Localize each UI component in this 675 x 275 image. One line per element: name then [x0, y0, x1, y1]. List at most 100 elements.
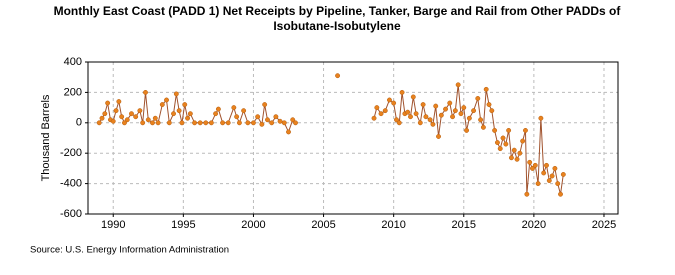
- data-point: [155, 120, 161, 126]
- x-tick-label: 2000: [241, 219, 265, 231]
- data-point: [192, 120, 198, 126]
- data-point: [541, 170, 547, 176]
- data-point: [290, 117, 296, 123]
- data-point: [133, 114, 139, 120]
- y-tick-label: 200: [64, 86, 82, 98]
- data-point: [265, 117, 270, 123]
- data-point: [538, 115, 544, 121]
- data-point: [530, 165, 535, 171]
- data-point: [382, 108, 388, 114]
- data-point: [335, 73, 341, 79]
- data-point: [489, 108, 495, 114]
- data-point: [255, 114, 261, 120]
- data-point: [417, 120, 423, 126]
- data-point: [179, 120, 185, 126]
- data-point: [129, 111, 134, 117]
- data-point: [286, 129, 291, 135]
- data-point: [396, 120, 402, 126]
- data-point: [560, 172, 566, 177]
- data-point: [455, 82, 461, 88]
- source-note: Source: U.S. Energy Information Administ…: [30, 245, 229, 256]
- data-point: [552, 165, 558, 171]
- data-point: [262, 102, 268, 108]
- data-point: [438, 112, 444, 118]
- data-point: [436, 134, 441, 139]
- x-tick-label: 1995: [171, 219, 195, 231]
- data-point: [478, 117, 484, 123]
- data-point: [137, 108, 143, 114]
- data-point: [447, 100, 453, 106]
- data-point: [236, 120, 242, 126]
- data-point: [241, 108, 247, 114]
- data-point: [511, 147, 517, 153]
- data-point: [203, 120, 209, 126]
- data-point: [430, 121, 436, 127]
- x-tick-label: 1990: [101, 219, 125, 231]
- plot-area: [88, 62, 618, 214]
- data-point: [458, 111, 464, 117]
- data-point: [450, 114, 456, 120]
- data-point: [413, 111, 419, 117]
- data-point: [99, 115, 105, 121]
- data-point: [443, 106, 448, 112]
- data-point: [171, 111, 176, 117]
- data-point: [250, 120, 256, 126]
- y-axis-label: Thousand Barrels: [40, 94, 52, 181]
- data-point: [166, 120, 172, 126]
- data-point: [508, 155, 514, 161]
- data-point: [391, 100, 397, 106]
- data-point: [497, 146, 503, 152]
- x-tick-label: 2010: [381, 219, 405, 231]
- plot-frame: [87, 61, 619, 215]
- data-point: [259, 121, 265, 127]
- x-tick-label: 2015: [452, 219, 476, 231]
- data-point: [464, 127, 470, 133]
- data-point: [517, 150, 523, 156]
- data-point: [544, 162, 549, 168]
- data-point: [471, 108, 477, 114]
- data-point: [213, 111, 219, 117]
- data-point: [122, 120, 127, 126]
- data-point: [394, 117, 399, 123]
- data-point: [113, 108, 119, 114]
- data-point: [102, 111, 108, 117]
- data-point: [220, 120, 226, 126]
- data-point: [514, 156, 520, 162]
- data-point: [410, 94, 416, 100]
- data-point: [173, 91, 179, 97]
- data-point: [492, 127, 498, 133]
- data-point: [159, 102, 165, 108]
- data-point: [145, 117, 151, 123]
- data-point: [387, 97, 392, 103]
- data-point: [164, 97, 169, 103]
- data-point: [466, 115, 472, 121]
- data-point: [150, 120, 155, 126]
- y-tick-label: -400: [60, 178, 82, 190]
- data-point: [506, 127, 512, 133]
- data-point: [549, 173, 555, 179]
- data-point: [494, 140, 500, 146]
- data-point: [124, 117, 130, 123]
- data-point: [520, 138, 526, 144]
- x-tick-label: 2025: [592, 219, 616, 231]
- data-point: [378, 111, 384, 117]
- data-point: [187, 111, 193, 117]
- chart-title: Monthly East Coast (PADD 1) Net Receipts…: [53, 4, 621, 33]
- data-point: [105, 100, 111, 106]
- data-point: [523, 127, 528, 133]
- data-point: [234, 114, 240, 120]
- data-point: [408, 114, 413, 120]
- data-point: [185, 115, 191, 121]
- data-point: [558, 191, 563, 197]
- data-point: [483, 86, 489, 92]
- data-point: [96, 120, 102, 126]
- data-point: [532, 162, 538, 168]
- data-point: [527, 159, 533, 165]
- data-point: [273, 114, 279, 120]
- data-point: [231, 105, 237, 111]
- data-point: [486, 102, 492, 108]
- data-point: [461, 105, 467, 111]
- y-tick-label: -600: [60, 208, 82, 220]
- data-point: [281, 120, 287, 126]
